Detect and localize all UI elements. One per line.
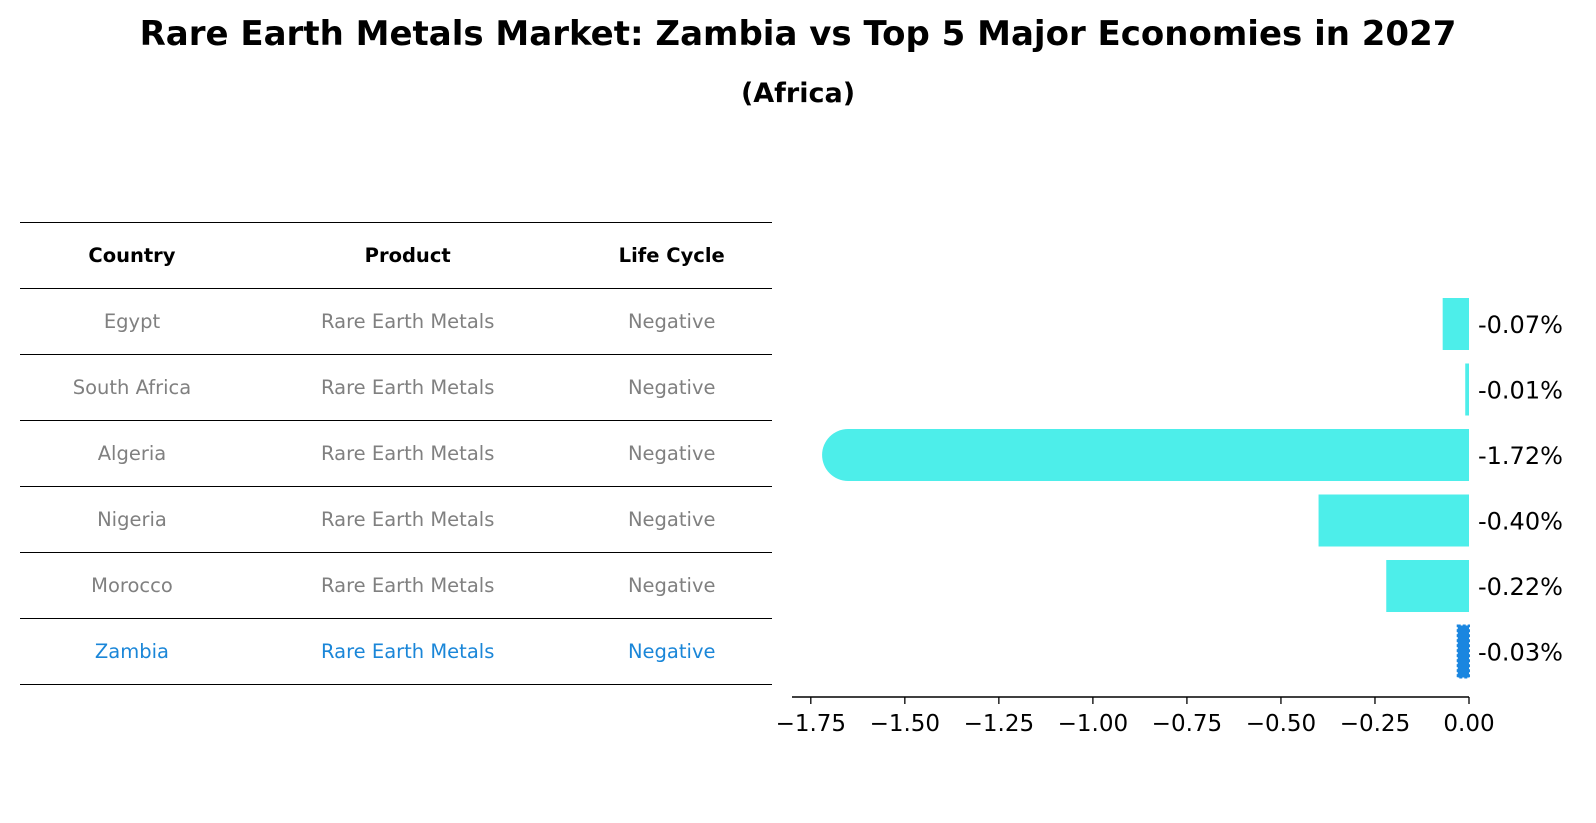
bar-value-label: -0.01% — [1478, 377, 1563, 405]
info-table: Country Product Life Cycle Egypt Rare Ea… — [20, 222, 772, 685]
cell-life-cycle: Negative — [571, 288, 772, 355]
bar — [1465, 363, 1469, 416]
bar-value-label: -0.40% — [1478, 508, 1563, 536]
x-tick-label: −1.00 — [1058, 711, 1128, 737]
cell-product: Rare Earth Metals — [243, 420, 572, 487]
table-row: Egypt Rare Earth Metals Negative — [20, 288, 772, 355]
cell-country: Morocco — [20, 552, 244, 619]
cell-product: Rare Earth Metals — [243, 552, 572, 619]
x-tick-label: −1.50 — [870, 711, 940, 737]
chart-title: Rare Earth Metals Market: Zambia vs Top … — [139, 14, 1457, 54]
cell-product: Rare Earth Metals — [243, 354, 572, 421]
chart-subtitle: (Africa) — [740, 78, 856, 109]
table-row: South Africa Rare Earth Metals Negative — [20, 354, 772, 421]
table-header-row: Country Product Life Cycle — [20, 222, 772, 289]
cell-product: Rare Earth Metals — [243, 486, 572, 553]
cell-country: Algeria — [20, 420, 244, 487]
header-product: Product — [243, 222, 572, 289]
bar-value-label: -1.72% — [1478, 442, 1563, 470]
bar-value-label: -0.07% — [1478, 311, 1563, 339]
table-row: Algeria Rare Earth Metals Negative — [20, 420, 772, 487]
x-tick-label: −0.75 — [1152, 711, 1222, 737]
x-tick-label: 0.00 — [1443, 711, 1494, 737]
cell-product: Rare Earth Metals — [243, 618, 572, 685]
table-row-highlight: Zambia Rare Earth Metals Negative — [20, 618, 772, 685]
bar — [822, 429, 1469, 481]
x-tick-label: −1.75 — [776, 711, 846, 737]
header-country: Country — [20, 222, 244, 289]
cell-product: Rare Earth Metals — [243, 288, 572, 355]
cell-life-cycle: Negative — [571, 420, 772, 487]
cell-country: South Africa — [20, 354, 244, 421]
x-tick-label: −0.50 — [1246, 711, 1316, 737]
bar — [1442, 298, 1469, 350]
cell-country: Zambia — [20, 618, 244, 685]
bar — [1318, 494, 1469, 547]
x-tick-label: −0.25 — [1340, 711, 1410, 737]
cell-life-cycle: Negative — [571, 552, 772, 619]
cell-country: Nigeria — [20, 486, 244, 553]
bar — [1386, 560, 1469, 612]
cell-country: Egypt — [20, 288, 244, 355]
table-row: Nigeria Rare Earth Metals Negative — [20, 486, 772, 553]
cell-life-cycle: Negative — [571, 354, 772, 421]
cell-life-cycle: Negative — [571, 486, 772, 553]
header-life-cycle: Life Cycle — [571, 222, 772, 289]
bar-highlight — [1456, 624, 1471, 679]
cell-life-cycle: Negative — [571, 618, 772, 685]
x-tick-label: −1.25 — [964, 711, 1034, 737]
bar-value-label: -0.03% — [1478, 639, 1563, 667]
bar-value-label: -0.22% — [1478, 573, 1563, 601]
table-row: Morocco Rare Earth Metals Negative — [20, 552, 772, 619]
